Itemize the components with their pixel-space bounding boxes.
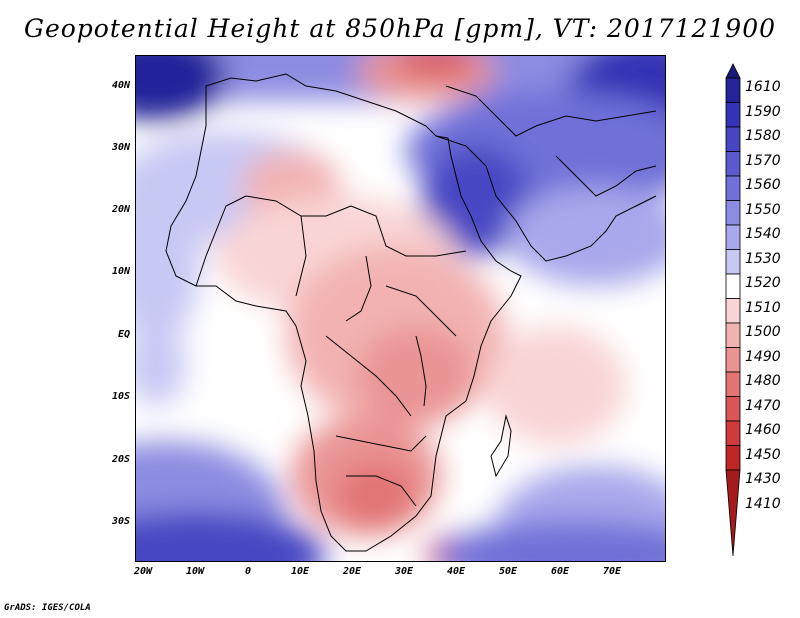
colorbar-swatch [725, 347, 741, 373]
colorbar-top-arrow [725, 63, 741, 79]
lon-label-40e: 40E [446, 566, 466, 577]
lon-label-70e: 70E [602, 566, 622, 577]
lon-label-30e: 30E [394, 566, 414, 577]
lon-label-20e: 20E [342, 566, 362, 577]
lon-label-10e: 10E [290, 566, 310, 577]
colorbar-label: 1530 [745, 251, 781, 267]
lon-label-60e: 60E [550, 566, 570, 577]
lat-label-10n: 10N [111, 266, 130, 277]
colorbar-label: 1590 [745, 104, 781, 120]
map-canvas [136, 56, 665, 561]
colorbar-label: 1570 [745, 153, 781, 169]
colorbar-label: 1580 [745, 128, 781, 144]
colorbar-swatch [725, 126, 741, 152]
map-title: Geopotential Height at 850hPa [gpm], VT:… [23, 14, 777, 43]
map-panel[interactable] [135, 55, 666, 562]
grads-credit: GrADS: IGES/COLA [4, 603, 91, 613]
colorbar-swatch [725, 77, 741, 103]
colorbar-label: 1610 [745, 79, 781, 95]
colorbar-swatch [725, 249, 741, 275]
colorbar-swatch [725, 151, 741, 177]
colorbar-swatch [725, 371, 741, 397]
colorbar-label: 1430 [745, 471, 781, 487]
colorbar-bottom-arrow [725, 469, 741, 557]
colorbar-label: 1520 [745, 275, 781, 291]
colorbar-swatch [725, 102, 741, 128]
lon-label-20w: 20W [133, 566, 153, 577]
colorbar-label: 1410 [745, 496, 781, 512]
colorbar-label: 1450 [745, 447, 781, 463]
colorbar-swatch [725, 224, 741, 250]
colorbar-swatch [725, 200, 741, 226]
colorbar-label: 1550 [745, 202, 781, 218]
lon-label-0: 0 [244, 566, 252, 577]
colorbar-swatch [725, 396, 741, 422]
lon-label-10w: 10W [185, 566, 205, 577]
colorbar-swatch [725, 445, 741, 471]
lon-label-50e: 50E [498, 566, 518, 577]
colorbar-label: 1540 [745, 226, 781, 242]
colorbar-swatch [725, 298, 741, 324]
coastlines-borders [165, 73, 657, 552]
colorbar-label: 1480 [745, 373, 781, 389]
lat-label-10s: 10S [111, 391, 130, 402]
lat-label-40n: 40N [111, 80, 130, 91]
colorbar-swatch [725, 322, 741, 348]
colorbar [725, 63, 741, 557]
lat-label-30s: 30S [111, 516, 130, 527]
colorbar-label: 1490 [745, 349, 781, 365]
colorbar-swatch [725, 273, 741, 299]
colorbar-label: 1560 [745, 177, 781, 193]
colorbar-label: 1500 [745, 324, 781, 340]
colorbar-swatch [725, 175, 741, 201]
lat-label-eq: EQ [117, 329, 130, 340]
lat-label-30n: 30N [111, 142, 130, 153]
colorbar-label: 1510 [745, 300, 781, 316]
colorbar-label: 1470 [745, 398, 781, 414]
colorbar-label: 1460 [745, 422, 781, 438]
colorbar-swatch [725, 420, 741, 446]
lat-label-20s: 20S [111, 454, 130, 465]
lat-label-20n: 20N [111, 204, 130, 215]
